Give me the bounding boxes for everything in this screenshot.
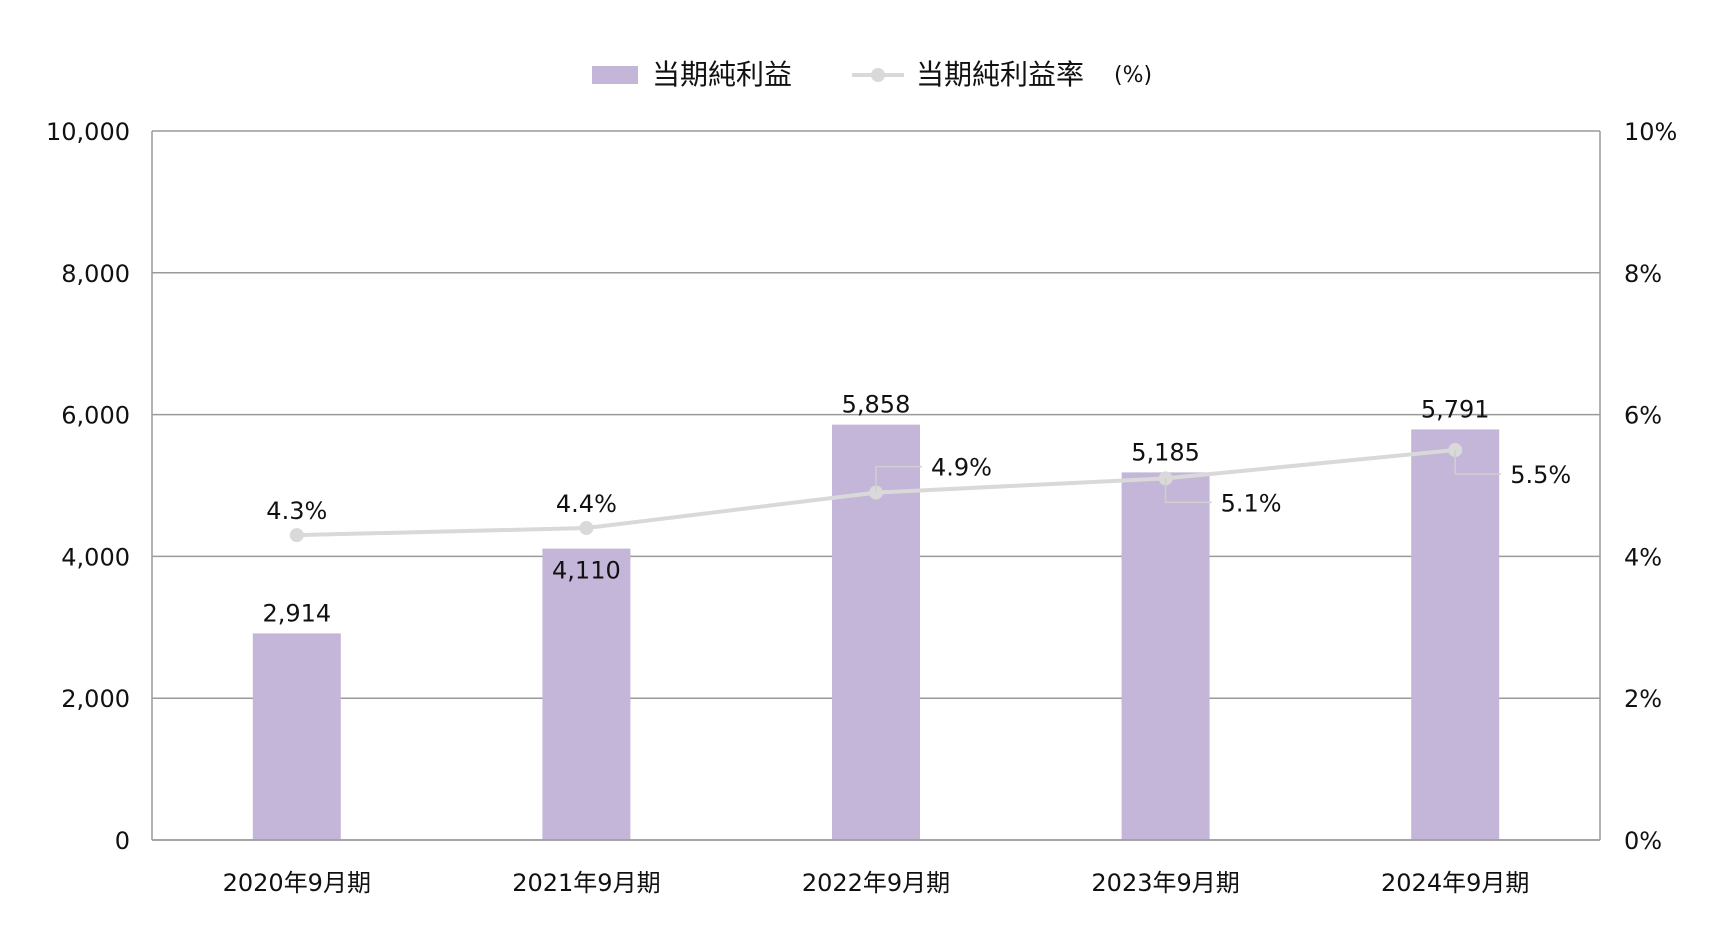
bar-value-label: 5,858 — [842, 391, 911, 419]
bars-layer — [252, 424, 1500, 840]
bar-value-label: 2,914 — [262, 599, 331, 627]
bar — [1121, 472, 1210, 840]
bar — [1411, 429, 1500, 840]
y-left-tick-label: 4,000 — [61, 543, 130, 571]
y-right-tick-label: 8% — [1624, 260, 1662, 288]
rate-value-label: 5.1% — [1221, 489, 1282, 517]
bar-value-label: 4,110 — [552, 557, 621, 585]
rate-value-label: 4.4% — [556, 490, 617, 518]
x-tick-label: 2021年9月期 — [512, 869, 660, 897]
bar — [252, 633, 341, 840]
legend-bar-swatch — [592, 66, 638, 84]
x-tick-label: 2024年9月期 — [1381, 869, 1529, 897]
rate-value-label: 4.9% — [931, 454, 992, 482]
x-tick-label: 2022年9月期 — [802, 869, 950, 897]
rate-leader-line — [1454, 450, 1502, 475]
y-left-tick-label: 10,000 — [46, 118, 130, 146]
y-left-tick-label: 2,000 — [61, 685, 130, 713]
legend-line-marker — [871, 68, 885, 82]
y-right-tick-label: 6% — [1624, 402, 1662, 430]
legend-bar-label: 当期純利益 — [652, 58, 792, 91]
rate-value-label: 4.3% — [266, 497, 327, 525]
legend-line-unit: (%) — [1114, 63, 1152, 88]
legend: 当期純利益 当期純利益率 (%) — [592, 58, 1152, 91]
bar — [542, 548, 631, 840]
y-right-tick-label: 0% — [1624, 827, 1662, 855]
labels-layer: 2,914 4,110 5,858 5,185 5,791 4.3% 4.4% 4.9% 5.1… — [262, 391, 1571, 628]
y-right-tick-label: 4% — [1624, 543, 1662, 571]
bar-value-label: 5,791 — [1421, 395, 1490, 423]
y-right-tick-label: 2% — [1624, 685, 1662, 713]
rate-leader-line — [1164, 478, 1212, 504]
y-left-tick-label: 8,000 — [61, 260, 130, 288]
legend-line-label: 当期純利益率 — [916, 58, 1084, 91]
y-right-tick-label: 10% — [1624, 118, 1677, 146]
rate-value-label: 5.5% — [1510, 461, 1571, 489]
axes-layer: 0 2,000 4,000 6,000 8,000 10,000 0% 2% 4% 6% 8% 10%… — [46, 118, 1677, 897]
x-tick-label: 2020年9月期 — [223, 869, 371, 897]
bar-value-label: 5,185 — [1131, 438, 1200, 466]
x-tick-label: 2023年9月期 — [1091, 869, 1239, 897]
y-left-tick-label: 0 — [115, 827, 130, 855]
line-point — [579, 521, 594, 536]
y-left-tick-label: 6,000 — [61, 402, 130, 430]
rate-leader-line — [875, 465, 922, 493]
line-point — [289, 528, 304, 543]
